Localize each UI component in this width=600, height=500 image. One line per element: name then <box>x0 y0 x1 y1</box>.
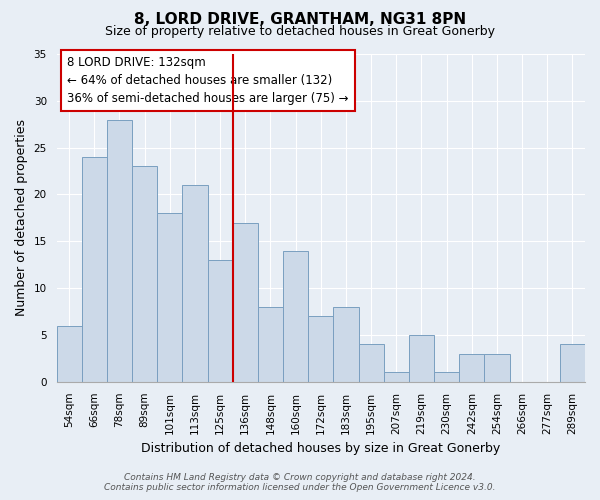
Bar <box>107 120 132 382</box>
Text: Contains HM Land Registry data © Crown copyright and database right 2024.
Contai: Contains HM Land Registry data © Crown c… <box>104 473 496 492</box>
Bar <box>409 335 434 382</box>
Bar <box>334 307 359 382</box>
Bar <box>182 185 208 382</box>
Bar <box>132 166 157 382</box>
Bar <box>560 344 585 382</box>
Text: 8, LORD DRIVE, GRANTHAM, NG31 8PN: 8, LORD DRIVE, GRANTHAM, NG31 8PN <box>134 12 466 28</box>
Bar <box>56 326 82 382</box>
Bar <box>308 316 334 382</box>
Bar <box>459 354 484 382</box>
Bar <box>383 372 409 382</box>
Text: Size of property relative to detached houses in Great Gonerby: Size of property relative to detached ho… <box>105 25 495 38</box>
Bar <box>258 307 283 382</box>
Bar <box>82 157 107 382</box>
Bar <box>157 213 182 382</box>
Bar <box>208 260 233 382</box>
Bar <box>359 344 383 382</box>
Text: 8 LORD DRIVE: 132sqm
← 64% of detached houses are smaller (132)
36% of semi-deta: 8 LORD DRIVE: 132sqm ← 64% of detached h… <box>67 56 349 104</box>
Bar <box>233 222 258 382</box>
Bar <box>484 354 509 382</box>
Y-axis label: Number of detached properties: Number of detached properties <box>15 120 28 316</box>
X-axis label: Distribution of detached houses by size in Great Gonerby: Distribution of detached houses by size … <box>141 442 500 455</box>
Bar <box>283 250 308 382</box>
Bar <box>434 372 459 382</box>
